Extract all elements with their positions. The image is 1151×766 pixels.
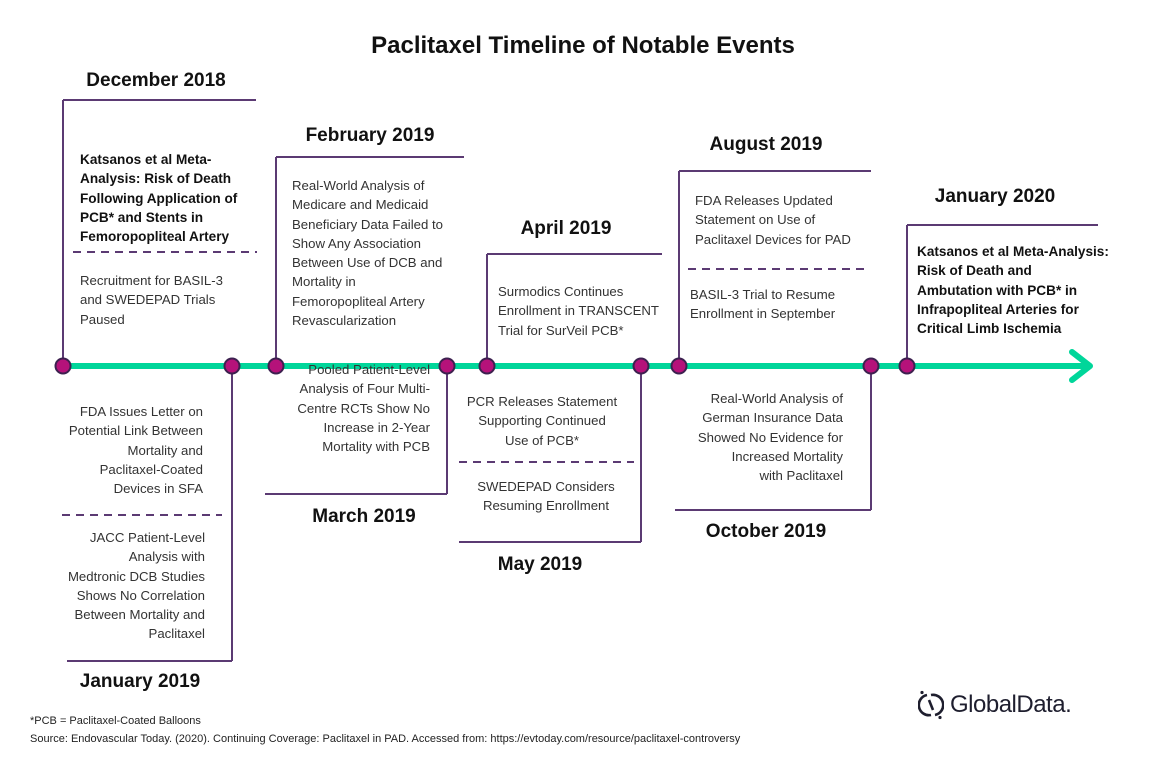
event-description-line: Surmodics Continues — [498, 284, 624, 299]
event-description-line: Katsanos et al Meta- — [80, 152, 212, 167]
event-date: January 2020 — [934, 186, 1056, 207]
event-description-line: Medicare and Medicaid — [292, 197, 429, 213]
event-description-line: Paclitaxel — [148, 626, 205, 642]
event-date: December 2018 — [86, 70, 226, 91]
event-description-line: Increased Mortality — [731, 448, 843, 464]
event-description-line: Femoropopliteal Artery — [80, 229, 230, 245]
event-description-line: PCB* and Stents in — [80, 209, 204, 225]
event-description-line: Analysis: Risk of Death — [80, 171, 232, 187]
event-description-line: Enrollment in TRANSCENT — [498, 303, 659, 319]
event-description-line: and SWEDEPAD Trials — [80, 292, 216, 308]
event-description: Real-World Analysis of Medicare and Medic… — [292, 176, 443, 330]
event-description-line: Shows No Correlation — [76, 587, 205, 603]
event-marker-dot — [478, 357, 496, 375]
event-marker-dot — [632, 357, 650, 375]
event-description-line: Real-World Analysis of — [710, 391, 843, 406]
event-description-line: Revascularization — [292, 313, 397, 329]
event-date: February 2019 — [305, 125, 435, 146]
event-description-line: Mortality and — [127, 442, 204, 458]
event-description-line: JACC Patient-Level — [89, 530, 205, 545]
event-description-line: German Insurance Data — [702, 410, 843, 426]
event-date: May 2019 — [497, 554, 583, 575]
event-description-line: Centre RCTs Show No — [297, 400, 430, 416]
event-description-line: Critical Limb Ischemia — [917, 321, 1062, 337]
event-description-line: Devices in SFA — [113, 481, 203, 497]
event-description-line: FDA Releases Updated — [695, 193, 833, 208]
event-description: Recruitment for BASIL-3 and SWEDEPAD Tria… — [80, 271, 223, 329]
timeline-arrow-icon — [1069, 349, 1093, 383]
event-description-line: Use of PCB* — [504, 432, 580, 448]
event-description-line: SWEDEPAD Considers — [477, 479, 615, 494]
event-date: April 2019 — [520, 218, 612, 239]
globaldata-logo: GlobalData. — [918, 690, 1072, 720]
event-description-line: Pooled Patient-Level — [308, 362, 430, 377]
event-description: SWEDEPAD Considers Resuming Enrollment — [460, 477, 632, 516]
event-description-line: Infrapopliteal Arteries for — [917, 301, 1079, 317]
event-description-line: Katsanos et al Meta-Analysis: — [917, 244, 1109, 259]
event-description-line: Enrollment in September — [690, 306, 836, 322]
event-description-line: Analysis with — [128, 549, 205, 565]
event-description-line: Potential Link Between — [68, 423, 203, 439]
event-description-line: BASIL-3 Trial to Resume — [690, 287, 836, 302]
event-description: PCR Releases Statement Supporting Continu… — [460, 392, 624, 450]
event-date: March 2019 — [312, 506, 416, 527]
event-marker-dot — [862, 357, 880, 375]
event-date: August 2019 — [709, 134, 823, 155]
event-description-line: Statement on Use of — [695, 212, 816, 228]
event-description-line: Beneficiary Data Failed to — [292, 216, 443, 232]
event-marker-dot — [223, 357, 241, 375]
footnote: *PCB = Paclitaxel-Coated Balloons — [30, 715, 201, 727]
event-description-line: Paclitaxel-Coated — [99, 461, 203, 477]
logo-text: GlobalData. — [950, 691, 1072, 718]
event-marker-dot — [670, 357, 688, 375]
event-description: Surmodics Continues Enrollment in TRANSCE… — [498, 282, 659, 340]
event-description-line: Resuming Enrollment — [482, 498, 610, 514]
event-description-line: Analysis of Four Multi- — [299, 381, 430, 397]
event-description-line: Increase in 2-Year — [323, 419, 430, 435]
event-date: January 2019 — [79, 671, 201, 692]
event-description: FDA Releases Updated Statement on Use of P… — [695, 191, 851, 249]
event-description-line: Paclitaxel Devices for PAD — [695, 231, 851, 247]
source-note: Source: Endovascular Today. (2020). Cont… — [30, 733, 741, 745]
event-description-line: Recruitment for BASIL-3 — [80, 273, 223, 288]
event-description-line: FDA Issues Letter on — [79, 404, 203, 419]
event-description-line: with Paclitaxel — [759, 468, 843, 484]
event-description: BASIL-3 Trial to Resume Enrollment in Sep… — [690, 285, 835, 324]
event-description-line: Medtronic DCB Studies — [67, 568, 205, 584]
event-marker-dot — [54, 357, 72, 375]
event-description: Katsanos et al Meta- Analysis: Risk of De… — [80, 150, 237, 246]
event-description-line: Following Application of — [80, 190, 238, 206]
event-description: FDA Issues Letter on Potential Link Betwe… — [0, 402, 203, 498]
event-description-line: Real-World Analysis of — [292, 178, 425, 193]
event-description-line: Between Use of DCB and — [292, 255, 443, 271]
event-date: October 2019 — [705, 521, 827, 542]
event-description: Real-World Analysis of German Insurance D… — [583, 389, 843, 485]
event-description-line: PCR Releases Statement — [466, 394, 618, 409]
event-description-line: Ambutation with PCB* in — [917, 282, 1078, 298]
event-description: Katsanos et al Meta-Analysis: Risk of Dea… — [917, 242, 1109, 338]
globaldata-logo-icon — [918, 690, 944, 720]
event-description: Pooled Patient-Level Analysis of Four Mul… — [170, 360, 430, 456]
event-description-line: Show Any Association — [292, 235, 422, 251]
event-description-line: Mortality in — [292, 274, 356, 290]
page-title: Paclitaxel Timeline of Notable Events — [371, 32, 795, 59]
event-description-line: Risk of Death and — [917, 263, 1032, 279]
event-marker-dot — [267, 357, 285, 375]
event-description-line: Paused — [80, 311, 125, 327]
event-description-line: Mortality with PCB — [322, 439, 430, 455]
event-description: JACC Patient-Level Analysis with Medtronic… — [0, 528, 205, 644]
event-marker-dot — [438, 357, 456, 375]
event-description-line: Femoropopliteal Artery — [292, 293, 425, 309]
event-description-line: Between Mortality and — [74, 607, 205, 623]
event-description-line: Showed No Evidence for — [697, 429, 843, 445]
event-description-line: Supporting Continued — [478, 413, 606, 429]
event-description-line: Trial for SurVeil PCB* — [498, 322, 624, 338]
event-marker-dot — [898, 357, 916, 375]
